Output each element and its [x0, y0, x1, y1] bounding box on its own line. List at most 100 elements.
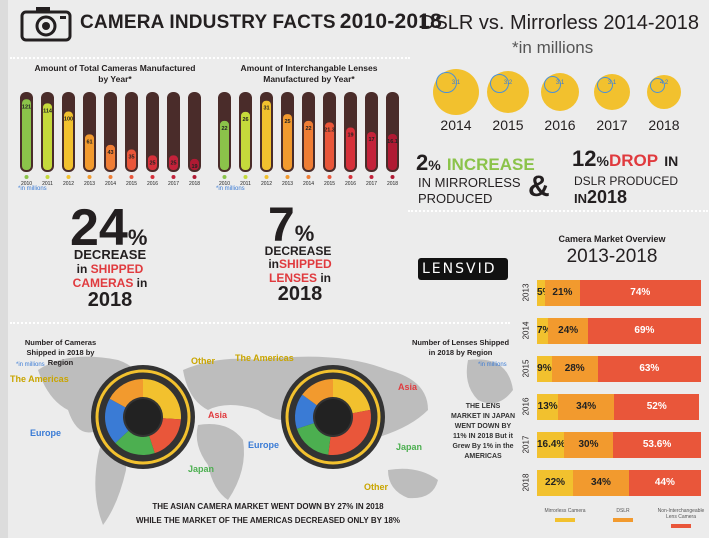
bar: [346, 127, 355, 170]
overview-segment: 34%: [573, 470, 629, 496]
market-overview: Camera Market Overview 2013-2018 5%21%74…: [515, 228, 709, 538]
x-tick-label: 2013: [84, 181, 95, 187]
overview-row: 13% 34% 52%: [537, 394, 703, 420]
overview-segment: 22%: [537, 470, 574, 496]
bar-value-label: 43: [107, 150, 113, 156]
x-tick-label: 2018: [189, 181, 200, 187]
overview-segment: 5%: [537, 280, 551, 306]
divider: [10, 322, 510, 324]
cameras-bar-chart: 121 2010 114 2011 100 2012 61 2013 43 2014 35 2015 2…: [20, 92, 201, 187]
mirrorless-circle: [436, 72, 457, 93]
bar-value-label: 25: [149, 160, 155, 166]
donut-segment: [109, 379, 143, 408]
donut-segment: [115, 430, 155, 455]
overview-segment: 7%: [537, 318, 551, 344]
overview-row: 9% 28% 63%: [537, 356, 703, 382]
bar-dot: [390, 175, 395, 179]
bar-dot: [369, 175, 374, 179]
overview-segment: 52%: [614, 394, 700, 420]
bar-value-label: 35: [128, 155, 134, 161]
donut-segment: [149, 418, 181, 454]
bar-dot: [108, 175, 113, 179]
bar: [262, 100, 271, 170]
bar: [190, 158, 199, 170]
circle-year: 2018: [648, 117, 680, 133]
donut-segment: [105, 398, 129, 444]
x-tick-label: 2011: [240, 181, 251, 187]
lenses-region-note: *in millions: [478, 362, 507, 368]
bar: [241, 111, 250, 170]
bar-dot: [285, 175, 290, 179]
region-other-2: Other: [364, 482, 389, 492]
region-asia-1: Asia: [208, 410, 228, 420]
lenses-chart-note: *in millions: [216, 186, 245, 192]
bar-dot: [348, 175, 353, 179]
circle-value: 3.1: [555, 80, 565, 86]
bar-value-label: 22: [305, 126, 311, 132]
circle-value: 4.2: [659, 80, 669, 86]
region-asia-2: Asia: [398, 382, 418, 392]
dslr-vs-mirrorless-subtitle: *in millions: [512, 38, 594, 57]
bar-value-label: 19: [347, 133, 353, 139]
cameras-chart-title: Amount of Total Cameras Manufactured by …: [34, 63, 196, 84]
overview-subtitle: 2013-2018: [566, 246, 658, 267]
circle-year: 2016: [544, 117, 576, 133]
overview-legend-item: DSLR: [595, 508, 651, 522]
bar-value-label: 16.1: [387, 139, 398, 145]
donut-outer-ring: [95, 369, 191, 465]
donut-segment: [328, 409, 371, 455]
bar: [85, 134, 94, 170]
bar-tube: [146, 92, 159, 172]
bar: [367, 132, 376, 170]
overview-segment: 34%: [558, 394, 615, 420]
bar-dot: [150, 175, 155, 179]
region-japan-1: Japan: [188, 464, 215, 474]
lenses-region-title: Number of Lenses Shipped in 2018 by Regi…: [411, 338, 510, 357]
region-other-1: Other: [191, 356, 216, 366]
region-europe-2: Europe: [248, 440, 280, 450]
bar-dot: [87, 175, 92, 179]
region-japan-2: Japan: [396, 442, 423, 452]
bar-dot: [222, 175, 227, 179]
lensvid-logo: LENSVID: [418, 258, 508, 280]
bar-value-label: 25: [284, 119, 290, 125]
lenses-chart-title: Amount of Interchangable Lenses Manufact…: [240, 63, 378, 84]
circle-value: 3.2: [503, 80, 513, 86]
x-tick-label: 2010: [21, 181, 32, 187]
overview-segment: 30%: [563, 432, 614, 458]
bottom-caption-2: WHILE THE MARKET OF THE AMERICAS DECREAS…: [135, 516, 401, 525]
region-americas-2: The Americas: [235, 353, 294, 363]
overview-year: 2014: [521, 321, 531, 340]
bar-dot: [306, 175, 311, 179]
bar: [325, 122, 334, 170]
overview-segment: 63%: [597, 356, 701, 382]
bar: [148, 155, 157, 170]
overview-segment: 74%: [579, 280, 701, 306]
bar-dot: [264, 175, 269, 179]
overview-segment: 21%: [545, 280, 580, 306]
bottom-caption-1: THE ASIAN CAMERA MARKET WENT DOWN BY 27%…: [152, 502, 384, 511]
x-tick-label: 2014: [303, 181, 314, 187]
bar-value-label: 61: [86, 139, 92, 145]
mirrorless-circle: [650, 78, 666, 94]
bar: [106, 144, 115, 170]
bar-dot: [192, 175, 197, 179]
donut-outer-ring: [285, 369, 381, 465]
japan-lens-note: THE LENS MARKET IN JAPAN WENT DOWN BY 11…: [450, 403, 516, 460]
circle-year: 2015: [492, 117, 524, 133]
region-americas-1: The Americas: [10, 374, 69, 384]
bar-value-label: 26: [242, 117, 248, 123]
x-tick-label: 2013: [282, 181, 293, 187]
bar-value-label: 21.3: [324, 127, 335, 133]
mirrorless-circle: [544, 76, 562, 94]
bar: [22, 99, 31, 170]
divider: [408, 210, 708, 212]
overview-segment: 28%: [551, 356, 598, 382]
bar-value-label: 121: [22, 104, 31, 110]
overview-segment: 16.4%: [537, 432, 565, 458]
world-map-section: Number of Cameras Shipped in 2018 by Reg…: [8, 330, 518, 538]
bar-value-label: 25: [170, 160, 176, 166]
bar: [388, 134, 397, 170]
overview-row: 22% 34% 44%: [537, 470, 703, 496]
bar: [220, 120, 229, 170]
